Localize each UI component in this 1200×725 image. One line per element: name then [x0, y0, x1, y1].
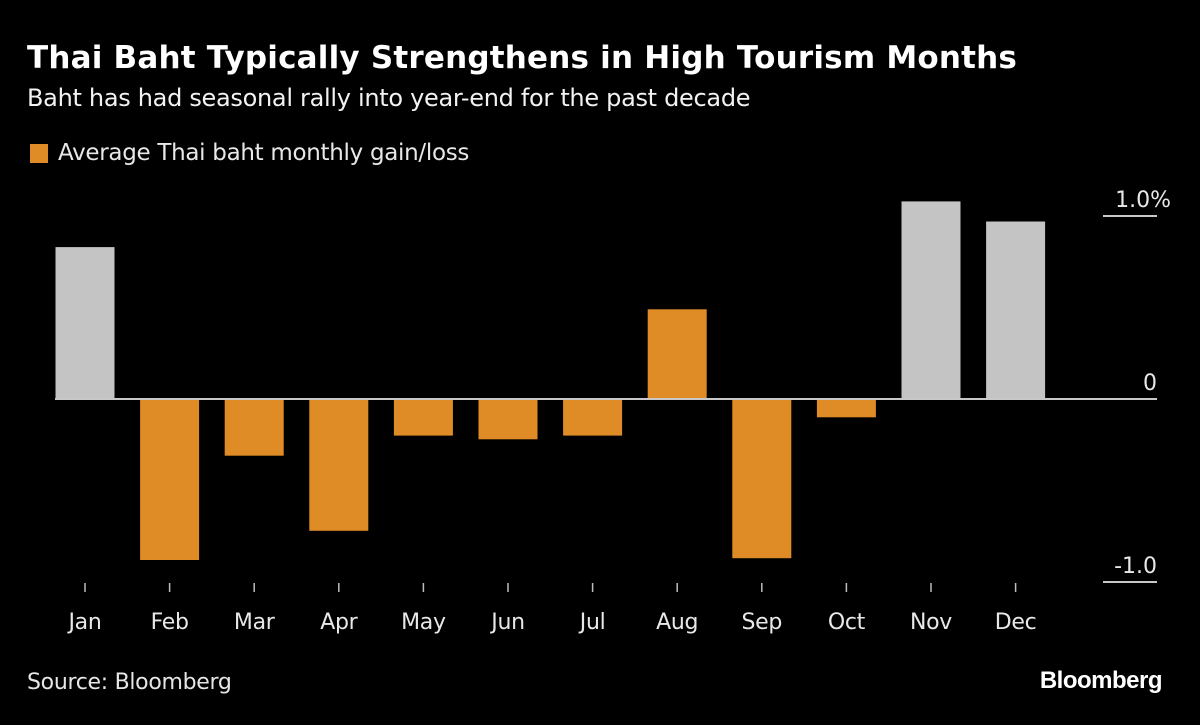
x-axis: Jan Feb Mar Apr May Jun Jul Aug Sep Oct Nov Dec	[66, 583, 1037, 635]
x-tick-label: Mar	[234, 610, 276, 635]
legend-swatch	[30, 143, 48, 163]
x-tick-label: May	[401, 610, 446, 635]
chart-title: Thai Baht Typically Strengthens in High …	[27, 40, 1018, 76]
bar-apr	[309, 399, 369, 531]
bar-sep	[732, 399, 792, 559]
legend: Average Thai baht monthly gain/loss	[30, 140, 469, 166]
bar-mar	[224, 399, 284, 456]
bloomberg-logo: Bloomberg	[1039, 667, 1163, 694]
x-tick-label: Aug	[656, 610, 698, 635]
bar-dec	[986, 221, 1046, 399]
x-tick-label: Jun	[489, 610, 524, 635]
source-note: Source: Bloomberg	[27, 670, 232, 695]
x-tick-label: Jan	[66, 610, 101, 635]
x-tick-label: Oct	[828, 610, 866, 635]
x-tick-label: Dec	[995, 610, 1037, 635]
x-tick-label: Jul	[578, 610, 606, 635]
y-tick-label: 1.0%	[1115, 188, 1171, 213]
bars-group	[55, 201, 1157, 560]
bar-jun	[478, 399, 538, 440]
bar-nov	[901, 201, 961, 399]
x-tick-label: Feb	[151, 610, 189, 635]
bar-jul	[563, 399, 623, 436]
bar-feb	[140, 399, 200, 560]
chart-subtitle: Baht has had seasonal rally into year-en…	[27, 84, 751, 112]
bar-jan	[55, 247, 115, 399]
y-tick-label: -1.0	[1114, 554, 1157, 579]
bar-may	[393, 399, 453, 436]
bar-oct	[816, 399, 876, 418]
bar-aug	[647, 309, 707, 399]
x-tick-label: Nov	[910, 610, 952, 635]
legend-label: Average Thai baht monthly gain/loss	[58, 140, 470, 166]
x-tick-label: Apr	[320, 610, 358, 635]
y-tick-label: 0	[1143, 371, 1157, 396]
x-tick-label: Sep	[742, 610, 783, 635]
y-axis: 1.0% 0 -1.0	[1103, 188, 1171, 583]
